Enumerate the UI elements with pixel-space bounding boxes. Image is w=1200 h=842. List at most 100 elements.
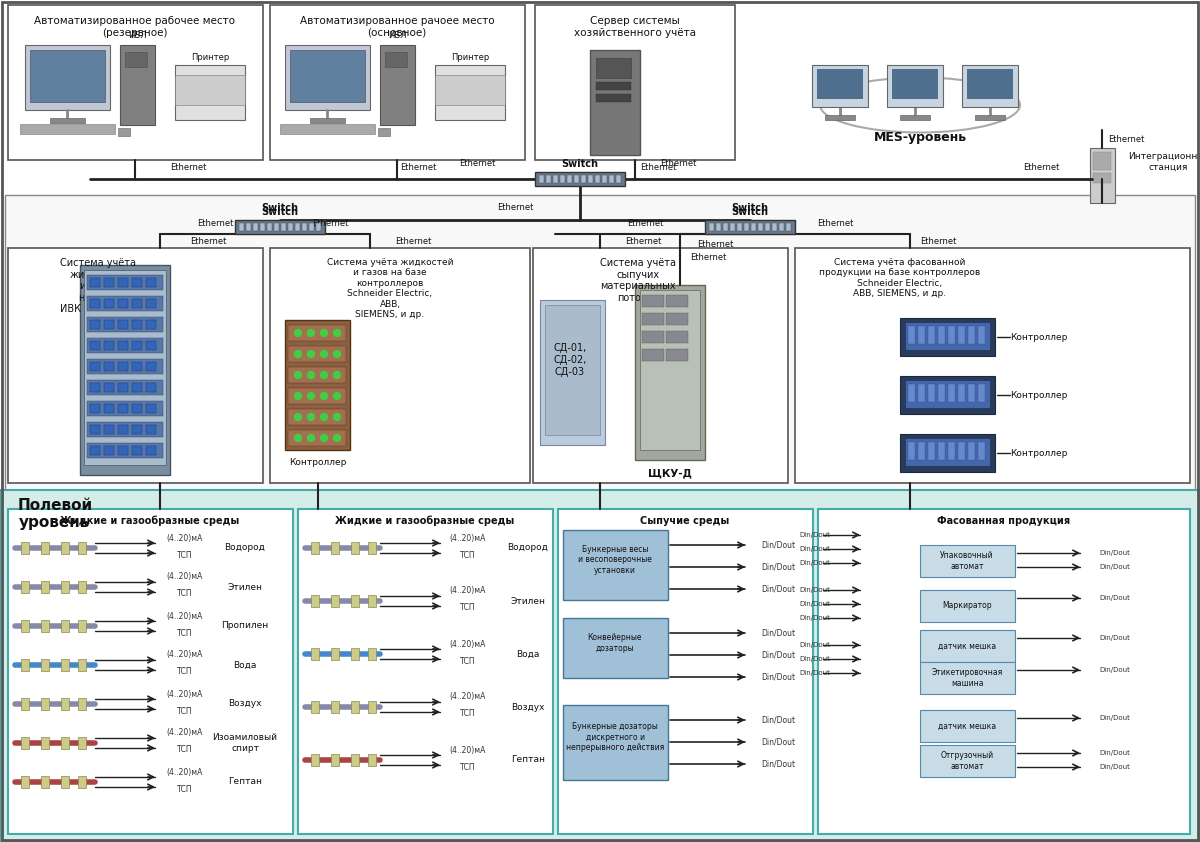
Text: Ethernet: Ethernet xyxy=(190,237,227,247)
Text: ТСП: ТСП xyxy=(178,589,193,599)
Text: Ethernet: Ethernet xyxy=(1024,163,1060,173)
Text: ТСП: ТСП xyxy=(178,668,193,676)
Bar xyxy=(642,313,664,325)
Bar xyxy=(968,442,974,460)
Bar xyxy=(22,776,29,788)
Bar xyxy=(132,404,142,413)
Bar xyxy=(8,5,263,160)
Bar xyxy=(41,581,49,593)
Bar xyxy=(352,648,359,660)
Bar xyxy=(104,425,114,434)
Bar xyxy=(920,710,1015,742)
Text: Din/Dout: Din/Dout xyxy=(799,642,830,648)
Circle shape xyxy=(307,434,314,441)
Bar xyxy=(90,320,100,329)
Bar xyxy=(290,50,365,102)
Bar xyxy=(920,545,1015,577)
Bar xyxy=(88,401,163,416)
Bar xyxy=(900,376,995,414)
Text: ТСП: ТСП xyxy=(460,657,476,665)
Bar xyxy=(958,384,965,402)
Text: (4..20)мА: (4..20)мА xyxy=(450,745,486,754)
Bar xyxy=(758,223,763,231)
Bar xyxy=(88,296,163,311)
Bar xyxy=(22,620,29,632)
Text: Ethernet: Ethernet xyxy=(197,219,233,228)
Text: Ethernet: Ethernet xyxy=(660,159,696,168)
Text: Автоматизированное рабочее место
(резервное): Автоматизированное рабочее место (резерв… xyxy=(35,16,235,38)
Text: Switch: Switch xyxy=(732,207,768,217)
Text: (4..20)мА: (4..20)мА xyxy=(450,534,486,542)
Text: Отгрузочный
автомат: Отгрузочный автомат xyxy=(941,751,994,770)
Text: (4..20)мА: (4..20)мА xyxy=(167,690,203,699)
Bar xyxy=(146,341,156,350)
Text: Ethernet: Ethernet xyxy=(640,163,677,173)
Bar xyxy=(260,223,265,231)
Circle shape xyxy=(294,371,301,379)
Bar xyxy=(553,175,558,183)
Bar xyxy=(281,223,286,231)
Text: MES-уровень: MES-уровень xyxy=(874,131,966,145)
Text: ТСП: ТСП xyxy=(178,706,193,716)
Circle shape xyxy=(320,392,328,399)
Bar xyxy=(104,299,114,308)
Bar xyxy=(596,94,631,102)
Bar xyxy=(288,346,346,362)
Bar xyxy=(574,175,580,183)
Bar xyxy=(887,65,943,107)
Text: ТСП: ТСП xyxy=(460,604,476,612)
Bar xyxy=(368,595,376,607)
Text: (4..20)мА: (4..20)мА xyxy=(167,651,203,659)
Bar xyxy=(581,175,586,183)
Bar xyxy=(288,223,293,231)
Bar xyxy=(948,326,955,344)
Bar xyxy=(118,278,128,287)
Text: Din/Dout: Din/Dout xyxy=(799,615,830,621)
Bar xyxy=(88,338,163,353)
Bar xyxy=(958,442,965,460)
Text: Din/Dout: Din/Dout xyxy=(799,532,830,538)
Bar xyxy=(22,581,29,593)
Text: Бункерные дозаторы
дискретного и
непрерывного действия: Бункерные дозаторы дискретного и непреры… xyxy=(566,722,664,752)
Text: Принтер: Принтер xyxy=(191,54,229,62)
Bar xyxy=(311,701,319,713)
Bar xyxy=(316,223,322,231)
Text: Контроллер: Контроллер xyxy=(289,458,347,467)
Text: (4..20)мА: (4..20)мА xyxy=(167,534,203,542)
Bar xyxy=(104,278,114,287)
Bar xyxy=(920,662,1015,694)
Circle shape xyxy=(307,371,314,379)
Bar xyxy=(41,698,49,710)
Text: Din/Dout: Din/Dout xyxy=(799,546,830,552)
Bar xyxy=(132,299,142,308)
Bar xyxy=(666,295,688,307)
Text: Switch: Switch xyxy=(262,207,299,217)
Bar xyxy=(132,341,142,350)
Bar xyxy=(78,737,86,749)
Text: Сервер системы
хозяйственного учёта: Сервер системы хозяйственного учёта xyxy=(574,16,696,38)
Bar xyxy=(61,737,70,749)
Bar xyxy=(818,509,1190,834)
Bar xyxy=(588,175,593,183)
Bar xyxy=(311,754,319,766)
Bar xyxy=(25,45,110,110)
Bar xyxy=(104,341,114,350)
Text: ТСП: ТСП xyxy=(460,551,476,559)
Circle shape xyxy=(334,413,341,420)
Text: Этилен: Этилен xyxy=(510,596,546,605)
Bar xyxy=(253,223,258,231)
Text: ТСП: ТСП xyxy=(178,745,193,754)
Text: ТСП: ТСП xyxy=(460,763,476,771)
Bar xyxy=(709,223,714,231)
Text: Ethernet: Ethernet xyxy=(920,237,956,247)
Bar xyxy=(920,745,1015,777)
Bar xyxy=(270,248,530,483)
Bar xyxy=(900,115,930,120)
Bar xyxy=(938,326,946,344)
Bar xyxy=(78,659,86,671)
Bar xyxy=(812,65,868,107)
Bar xyxy=(78,620,86,632)
Bar xyxy=(535,5,734,160)
Text: ЩКУ-Д: ЩКУ-Д xyxy=(648,468,692,478)
Text: Жидкие и газообразные среды: Жидкие и газообразные среды xyxy=(335,516,515,526)
